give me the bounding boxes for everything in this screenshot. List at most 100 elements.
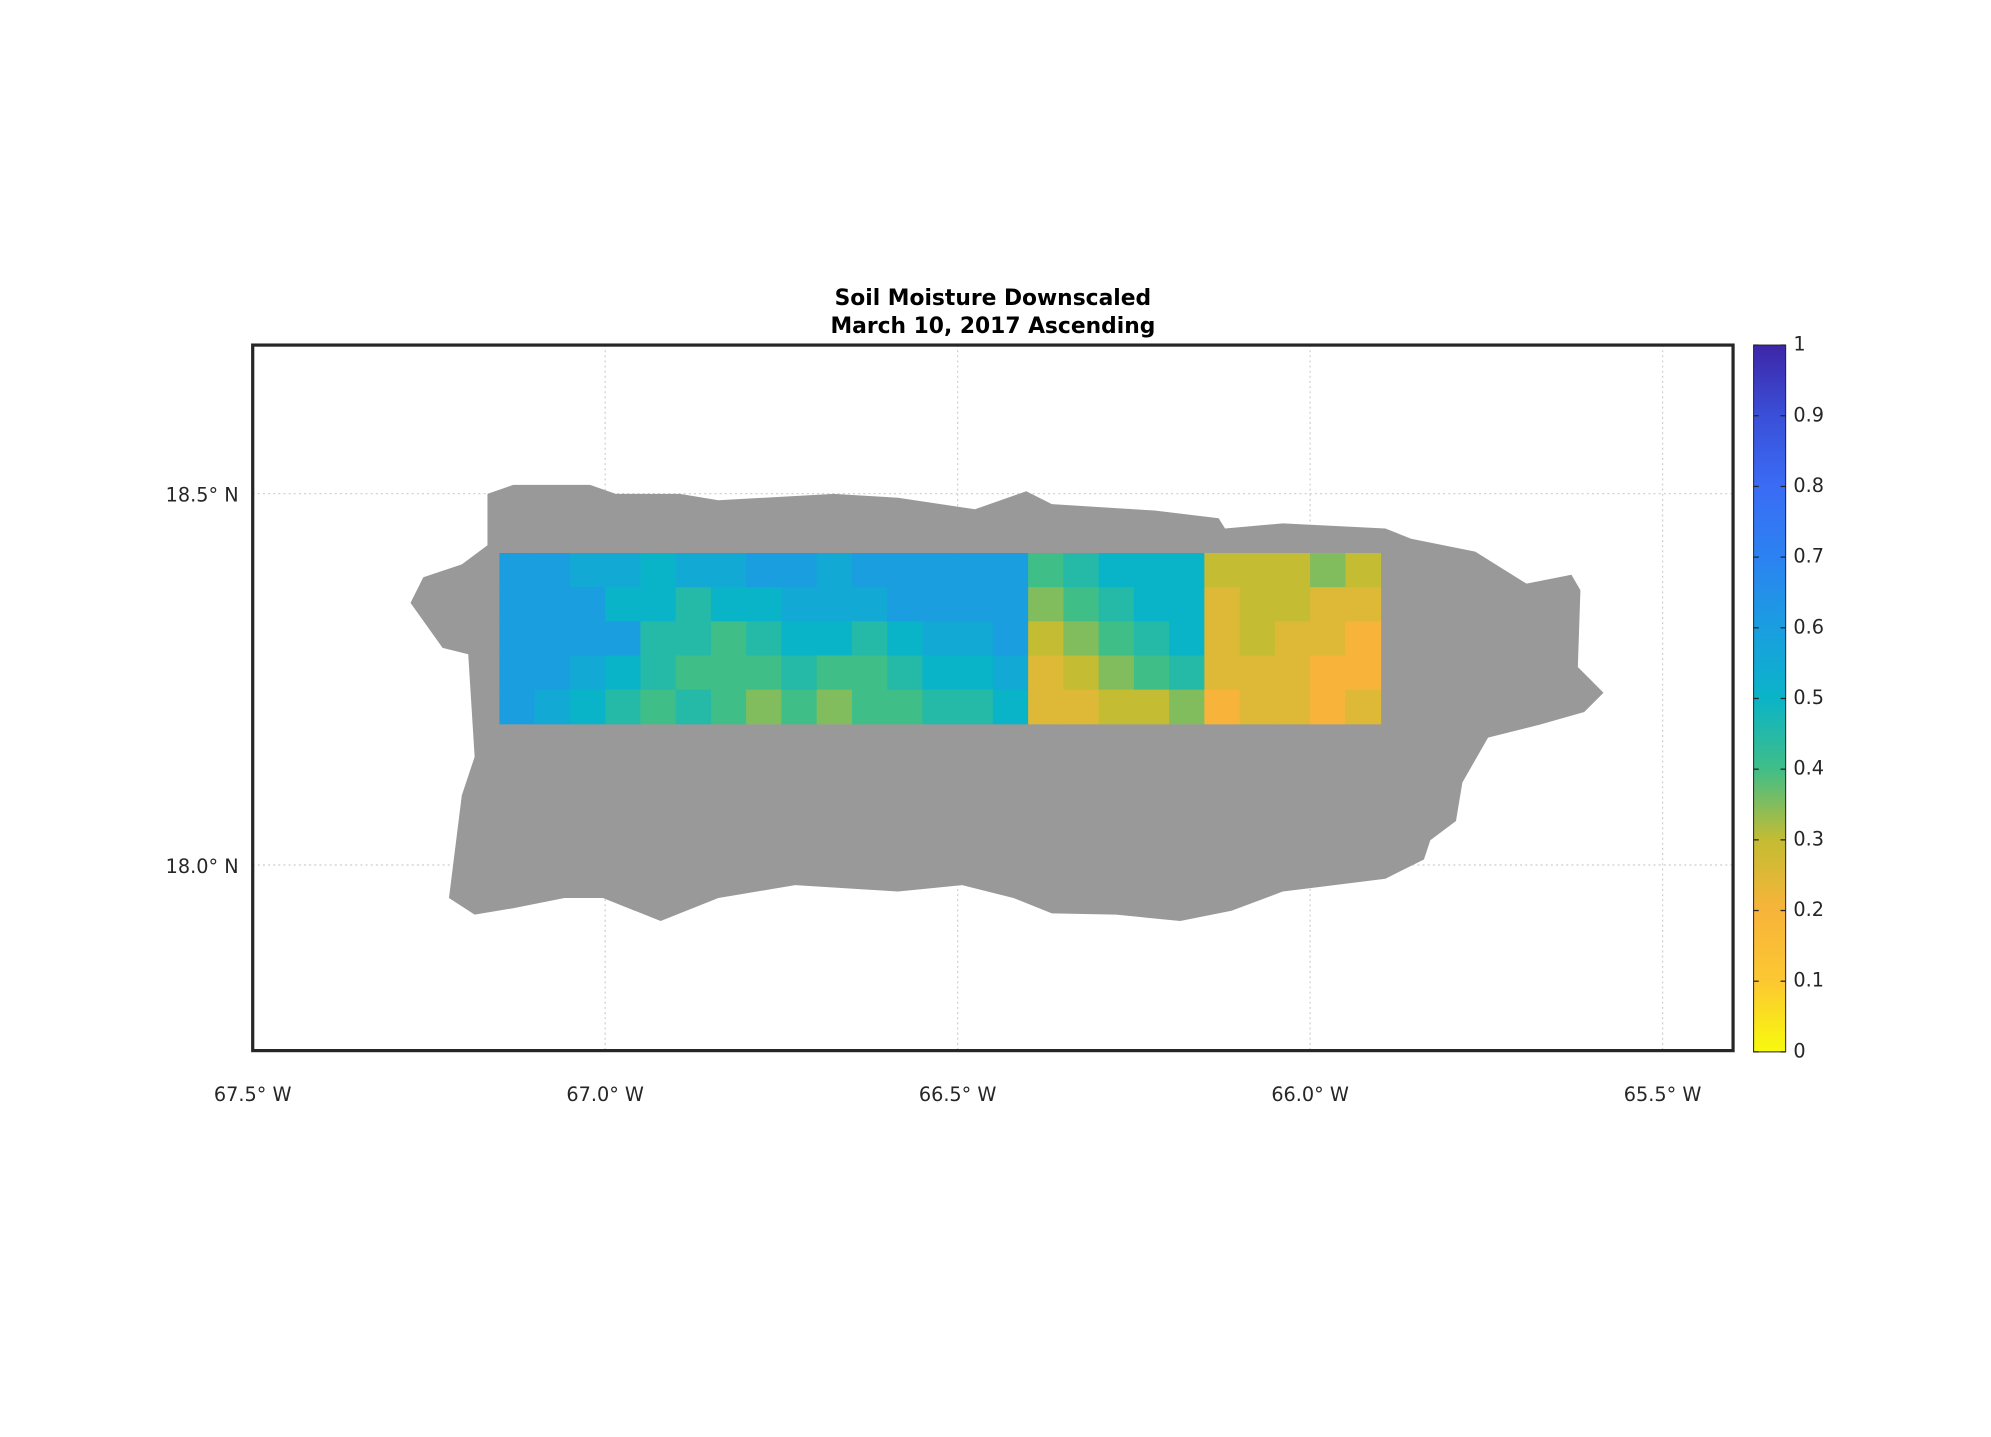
raster-cell [534, 655, 571, 691]
raster-cell [1133, 655, 1170, 691]
raster-cell [851, 587, 888, 622]
raster-cell [992, 689, 1029, 725]
raster-cell [1345, 689, 1382, 725]
raster-cell [1028, 621, 1064, 657]
raster-cell [781, 689, 818, 725]
raster-cell [605, 621, 641, 657]
raster-cell [851, 621, 888, 657]
raster-cell [1028, 553, 1064, 588]
raster-cell [1239, 553, 1276, 588]
raster-cell [1310, 587, 1346, 622]
raster-cell [1169, 689, 1205, 725]
raster-cell [992, 655, 1029, 691]
raster-cell [1098, 621, 1135, 657]
x-tick-label: 66.0° W [1271, 1083, 1349, 1106]
map-frame [251, 343, 1735, 1053]
raster-cell [675, 621, 712, 657]
raster-cell [746, 689, 782, 725]
raster-cell [1345, 621, 1382, 657]
raster-cell [992, 621, 1029, 657]
raster-cell [1098, 689, 1135, 725]
colorbar-tick-label: 1 [1793, 333, 1805, 356]
colorbar-tick-label: 0 [1793, 1039, 1805, 1062]
raster-cell [1274, 655, 1311, 691]
raster-cell [569, 689, 606, 725]
raster-cell [1345, 655, 1382, 691]
raster-cell [1274, 621, 1311, 657]
raster-cell [710, 689, 747, 725]
raster-cell [1133, 621, 1170, 657]
raster-cell [640, 587, 677, 622]
raster-cell [1345, 587, 1382, 622]
raster-cell [1063, 587, 1100, 622]
raster-cell [746, 553, 782, 588]
raster-cell [1063, 621, 1100, 657]
raster-cell [675, 553, 712, 588]
raster-cell [1274, 587, 1311, 622]
raster-cell [746, 587, 782, 622]
raster-cell [605, 689, 641, 725]
raster-cell [1310, 621, 1346, 657]
raster-cell [1063, 553, 1100, 588]
raster-cell [1310, 655, 1346, 691]
raster-cell [1098, 553, 1135, 588]
raster-cell [1239, 587, 1276, 622]
raster-cell [1310, 553, 1346, 588]
raster-cell [746, 621, 782, 657]
raster-cell [781, 587, 818, 622]
raster-cell [1133, 553, 1170, 588]
raster-cell [957, 655, 994, 691]
raster-cell [499, 553, 536, 588]
raster-cell [605, 655, 641, 691]
raster-cell [640, 689, 677, 725]
colorbar-tick-label: 0.9 [1793, 403, 1824, 426]
raster-cell [1204, 689, 1241, 725]
raster-cell [816, 587, 853, 622]
colorbar-tick-label: 0.3 [1793, 827, 1824, 850]
x-tick-label: 66.5° W [919, 1083, 997, 1106]
raster-cell [1239, 621, 1276, 657]
raster-cell [1204, 587, 1241, 622]
raster-cell [710, 553, 747, 588]
x-tick-label: 67.0° W [566, 1083, 644, 1106]
title-line: Soil Moisture Downscaled [835, 286, 1152, 311]
colorbar-tick-label: 0.2 [1793, 898, 1824, 921]
raster-cell [1098, 587, 1135, 622]
raster-cell [1274, 689, 1311, 725]
raster-cell [957, 621, 994, 657]
raster-cell [1028, 655, 1064, 691]
raster-cell [1098, 655, 1135, 691]
raster-cell [1310, 689, 1346, 725]
title-line: March 10, 2017 Ascending [830, 314, 1155, 339]
raster-cell [1239, 655, 1276, 691]
raster-cell [569, 553, 606, 588]
raster-cell [605, 587, 641, 622]
raster-cell [499, 621, 536, 657]
raster-cell [922, 621, 959, 657]
raster-cell [851, 689, 888, 725]
raster-cell [1204, 621, 1241, 657]
raster-cell [887, 587, 923, 622]
colorbar-tick-label: 0.8 [1793, 474, 1824, 497]
raster-cell [1028, 587, 1064, 622]
raster-cell [1028, 689, 1064, 725]
raster-cell [640, 553, 677, 588]
raster-cell [499, 587, 536, 622]
raster-cell [1133, 587, 1170, 622]
raster-cell [816, 655, 853, 691]
y-tick-label: 18.0° N [166, 855, 239, 878]
raster-cell [1169, 587, 1205, 622]
colorbar-tick-label: 0.5 [1793, 686, 1824, 709]
raster-cell [710, 655, 747, 691]
raster-cell [922, 553, 959, 588]
raster-cell [605, 553, 641, 588]
raster-cell [781, 655, 818, 691]
raster-cell [1169, 553, 1205, 588]
raster-cell [1133, 689, 1170, 725]
raster-cell [1063, 655, 1100, 691]
raster-cell [957, 553, 994, 588]
raster-cell [922, 689, 959, 725]
raster-cell [992, 587, 1029, 622]
